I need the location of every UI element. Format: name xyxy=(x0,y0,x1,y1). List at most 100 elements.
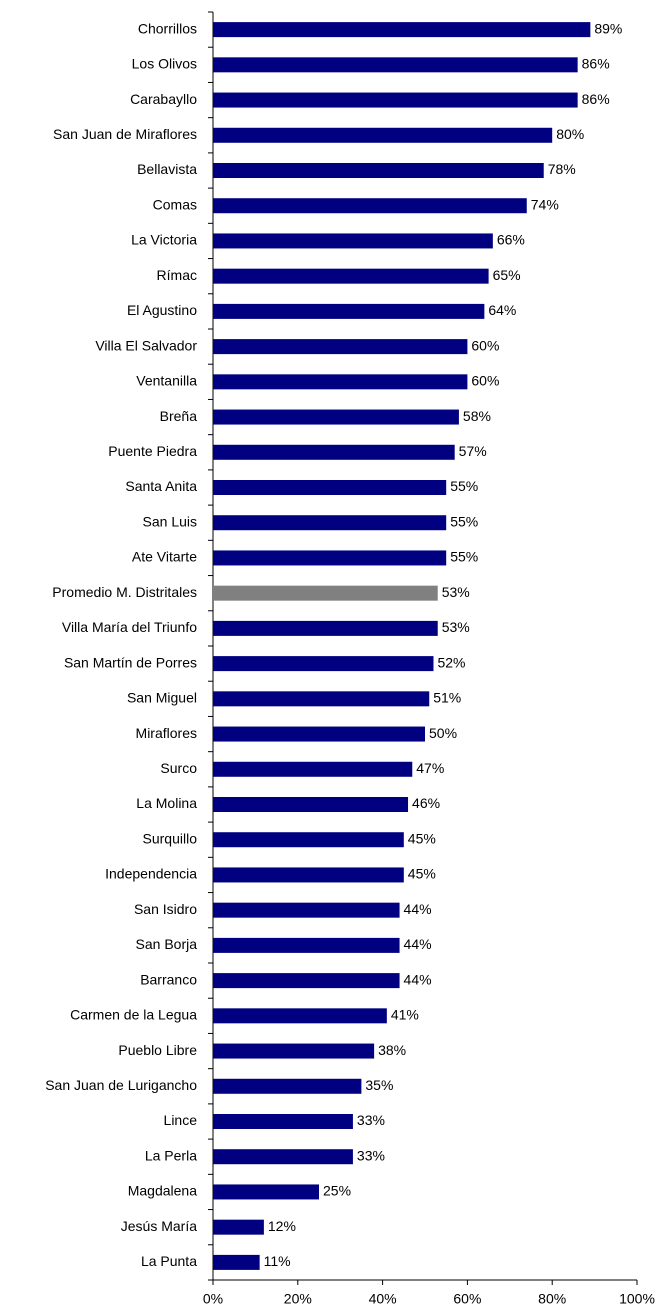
bar xyxy=(213,1008,387,1024)
y-tick-label: Breña xyxy=(160,408,198,424)
value-label: 44% xyxy=(404,901,432,917)
value-label: 86% xyxy=(582,56,610,72)
bar xyxy=(213,163,544,178)
y-tick-label: San Borja xyxy=(136,936,198,952)
value-label: 33% xyxy=(357,1147,385,1163)
value-label: 64% xyxy=(488,302,516,318)
y-tick-label: Bellavista xyxy=(137,161,197,177)
value-label: 86% xyxy=(582,91,610,107)
value-label: 11% xyxy=(264,1253,291,1269)
bar xyxy=(213,92,578,108)
x-tick-label: 80% xyxy=(538,1291,566,1307)
value-label: 53% xyxy=(442,584,470,600)
bar xyxy=(213,57,578,73)
bar xyxy=(213,22,591,38)
bar xyxy=(213,268,489,284)
y-tick-label: Barranco xyxy=(140,971,197,987)
y-tick-label: San Luis xyxy=(143,513,197,529)
bar xyxy=(213,303,485,319)
y-tick-label: Independencia xyxy=(105,866,197,882)
bar xyxy=(213,691,430,707)
value-label: 25% xyxy=(323,1183,351,1199)
bar xyxy=(213,867,404,883)
value-label: 66% xyxy=(497,232,525,248)
y-tick-label: Comas xyxy=(153,196,197,212)
bar xyxy=(213,1254,260,1270)
y-tick-label: Magdalena xyxy=(128,1183,197,1199)
value-label: 60% xyxy=(471,337,499,353)
y-tick-label: Ate Vitarte xyxy=(132,549,197,565)
value-label: 65% xyxy=(493,267,521,283)
value-label: 45% xyxy=(408,866,436,882)
y-tick-label: Carmen de la Legua xyxy=(70,1007,197,1023)
value-label: 41% xyxy=(391,1007,419,1023)
value-label: 55% xyxy=(450,549,478,565)
x-tick-label: 60% xyxy=(453,1291,481,1307)
value-label: 53% xyxy=(442,619,470,635)
value-label: 74% xyxy=(531,196,559,212)
bar xyxy=(213,374,468,390)
y-tick-label: Promedio M. Distritales xyxy=(52,584,197,600)
y-tick-label: Villa María del Triunfo xyxy=(62,619,197,635)
value-label: 55% xyxy=(450,478,478,494)
y-tick-label: Lince xyxy=(164,1112,198,1128)
y-tick-label: Pueblo Libre xyxy=(118,1042,197,1058)
y-tick-label: Jesús María xyxy=(121,1218,197,1234)
value-label: 46% xyxy=(412,795,440,811)
bar xyxy=(213,585,438,601)
bar xyxy=(213,973,400,989)
bar xyxy=(213,620,438,636)
y-tick-label: San Juan de Miraflores xyxy=(53,126,197,142)
y-tick-label: San Juan de Lurigancho xyxy=(45,1077,197,1093)
x-tick-label: 100% xyxy=(619,1291,655,1307)
value-label: 44% xyxy=(404,936,432,952)
bar xyxy=(213,550,447,566)
value-label: 50% xyxy=(429,725,457,741)
value-label: 45% xyxy=(408,830,436,846)
bar xyxy=(213,515,447,531)
value-label: 51% xyxy=(433,690,461,706)
bar xyxy=(213,198,527,214)
bar xyxy=(213,902,400,918)
x-tick-label: 0% xyxy=(203,1291,223,1307)
bar xyxy=(213,339,468,355)
bar xyxy=(213,1043,375,1059)
value-label: 12% xyxy=(268,1218,296,1234)
y-tick-label: Villa El Salvador xyxy=(95,337,197,353)
bar xyxy=(213,444,455,460)
y-tick-label: Surquillo xyxy=(143,830,198,846)
y-tick-label: Santa Anita xyxy=(125,478,197,494)
value-label: 58% xyxy=(463,408,491,424)
value-label: 60% xyxy=(471,373,499,389)
y-tick-label: Ventanilla xyxy=(136,373,197,389)
y-tick-label: La Victoria xyxy=(131,232,197,248)
value-label: 80% xyxy=(556,126,584,142)
bar xyxy=(213,937,400,953)
y-tick-label: Chorrillos xyxy=(138,20,197,36)
y-tick-label: San Isidro xyxy=(134,901,197,917)
y-tick-label: Los Olivos xyxy=(132,56,197,72)
bar xyxy=(213,797,409,812)
y-tick-label: La Perla xyxy=(145,1147,197,1163)
y-tick-label: El Agustino xyxy=(127,302,197,318)
bar xyxy=(213,480,447,495)
bar xyxy=(213,1219,264,1235)
y-tick-label: Carabayllo xyxy=(130,91,197,107)
bar xyxy=(213,726,425,742)
y-tick-label: Miraflores xyxy=(136,725,197,741)
value-label: 78% xyxy=(548,161,576,177)
bar xyxy=(213,761,413,777)
bar xyxy=(213,832,404,848)
value-label: 89% xyxy=(594,20,622,36)
x-tick-label: 20% xyxy=(284,1291,312,1307)
value-label: 57% xyxy=(459,443,487,459)
bar xyxy=(213,1149,353,1165)
bar xyxy=(213,409,459,425)
bar xyxy=(213,1078,362,1094)
value-label: 38% xyxy=(378,1042,406,1058)
y-tick-label: Rímac xyxy=(157,267,197,283)
bar xyxy=(213,1184,319,1200)
bar xyxy=(213,233,493,249)
value-label: 33% xyxy=(357,1112,385,1128)
